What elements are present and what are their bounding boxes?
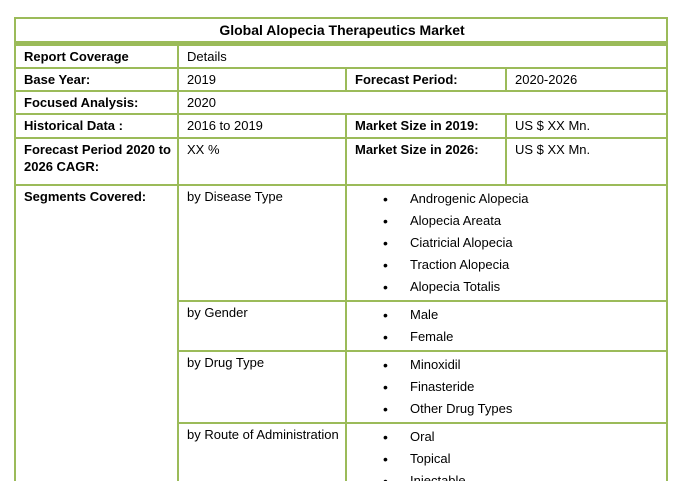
market-size-2026-label: Market Size in 2026: (345, 137, 507, 186)
base-year-label: Base Year: (14, 67, 179, 92)
report-coverage-value: Details (176, 42, 669, 69)
market-size-2019-label: Market Size in 2019: (345, 113, 507, 139)
historical-data-row: Historical Data : 2016 to 2019 Market Si… (14, 113, 669, 139)
segment-drug-type-row: by Drug Type Minoxidil Finasteride Other… (15, 350, 669, 424)
list-item: Alopecia Areata (355, 210, 660, 232)
cagr-value: XX % (177, 137, 347, 186)
segment-route-row: by Route of Administration Oral Topical … (15, 422, 669, 481)
report-coverage-label: Report Coverage (14, 42, 179, 69)
report-coverage-table: Global Alopecia Therapeutics Market Repo… (13, 17, 669, 481)
list-item: Other Drug Types (355, 398, 660, 420)
list-item: Topical (355, 448, 660, 470)
list-item: Injectable (355, 470, 660, 481)
cagr-row: Forecast Period 2020 to 2026 CAGR: XX % … (14, 137, 669, 186)
list-item: Finasteride (355, 376, 660, 398)
segments-covered-label: Segments Covered: (14, 184, 179, 481)
forecast-period-value: 2020-2026 (504, 67, 669, 92)
disease-type-list: Androgenic Alopecia Alopecia Areata Ciat… (355, 188, 660, 298)
segment-route-items: Oral Topical Injectable (344, 422, 669, 481)
historical-data-value: 2016 to 2019 (177, 113, 347, 139)
segment-drug-type-items: Minoxidil Finasteride Other Drug Types (344, 350, 669, 424)
focused-analysis-value: 2020 (176, 90, 669, 115)
report-coverage-row: Report Coverage Details (14, 42, 669, 69)
route-list: Oral Topical Injectable (355, 426, 660, 481)
segment-drug-type-name: by Drug Type (177, 350, 347, 424)
segment-disease-type-name: by Disease Type (177, 184, 347, 302)
segment-gender-name: by Gender (177, 300, 347, 352)
focused-analysis-row: Focused Analysis: 2020 (14, 90, 669, 115)
focused-analysis-label: Focused Analysis: (14, 90, 179, 115)
list-item: Male (355, 304, 660, 326)
segment-disease-type-row: Segments Covered: by Disease Type Androg… (14, 184, 669, 481)
list-item: Minoxidil (355, 354, 660, 376)
list-item: Oral (355, 426, 660, 448)
market-size-2026-value: US $ XX Mn. (504, 137, 669, 186)
table-title-row: Global Alopecia Therapeutics Market (13, 17, 669, 46)
base-year-row: Base Year: 2019 Forecast Period: 2020-20… (14, 67, 669, 92)
market-size-2019-value: US $ XX Mn. (504, 113, 669, 139)
base-year-value: 2019 (177, 67, 347, 92)
segment-gender-items: Male Female (344, 300, 669, 352)
segment-disease-type-items: Androgenic Alopecia Alopecia Areata Ciat… (344, 184, 669, 302)
segment-route-name: by Route of Administration (177, 422, 347, 481)
cagr-label: Forecast Period 2020 to 2026 CAGR: (14, 137, 179, 186)
list-item: Alopecia Totalis (355, 276, 660, 298)
list-item: Androgenic Alopecia (355, 188, 660, 210)
table-title: Global Alopecia Therapeutics Market (13, 17, 669, 46)
list-item: Traction Alopecia (355, 254, 660, 276)
segment-gender-row: by Gender Male Female (15, 300, 669, 352)
forecast-period-label: Forecast Period: (345, 67, 507, 92)
list-item: Female (355, 326, 660, 348)
historical-data-label: Historical Data : (14, 113, 179, 139)
list-item: Ciatricial Alopecia (355, 232, 660, 254)
drug-type-list: Minoxidil Finasteride Other Drug Types (355, 354, 660, 420)
gender-list: Male Female (355, 304, 660, 348)
